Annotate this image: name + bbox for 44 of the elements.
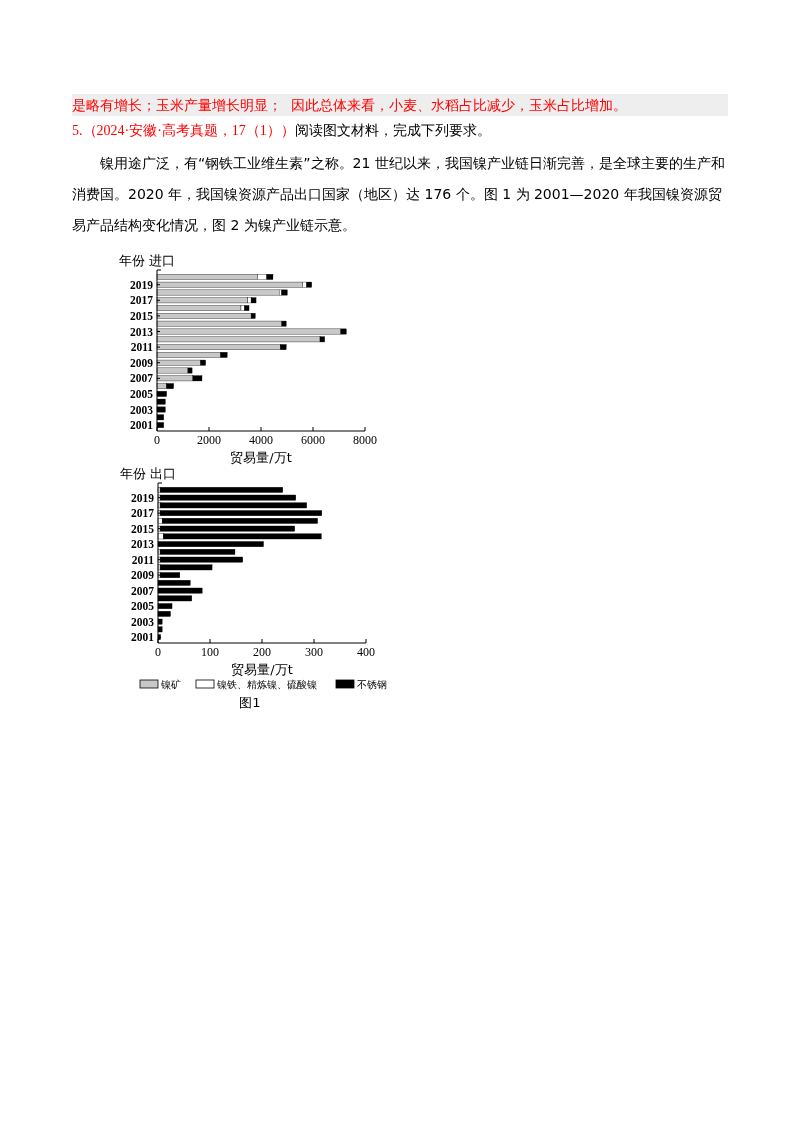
x-axis-title: 贸易量/万t <box>231 662 293 677</box>
y-axis-title: 年份 <box>120 466 146 481</box>
y-tick-label: 2019 <box>130 278 154 291</box>
x-tick-label: 6000 <box>301 433 325 447</box>
y-tick-label: 2003 <box>130 403 154 416</box>
y-tick-label: 2013 <box>130 325 154 338</box>
x-tick-label: 2000 <box>197 433 221 447</box>
legend-label: 不锈钢 <box>357 679 387 690</box>
x-tick-label: 100 <box>201 645 219 659</box>
y-tick-label: 2019 <box>131 491 155 504</box>
text: 5.（2024·安徽·高考真题，17（1）） <box>72 123 295 138</box>
text: 是略有增长；玉米产量增长明显； 因此总体来看，小麦、水稻占比减少，玉米占比增加。 <box>72 94 728 116</box>
chart-title: 出口 <box>150 466 176 481</box>
x-tick-label: 300 <box>305 645 323 659</box>
y-tick-label: 2009 <box>130 356 154 369</box>
x-tick-label: 0 <box>155 645 161 659</box>
legend-label: 镍矿 <box>160 679 181 690</box>
text: 镍用途广泛，有“钢铁工业维生素”之称。21 世纪以来，我国镍产业链日渐完善，是全球主要的生产和消费国。2020 年，我国镍资源产品出口国家（地区）达 176 个。图 1 为 2001—2020 年我国镍资源贸易产品结构变化情况，图 2 为镍产业链示意。 <box>72 154 726 235</box>
x-tick-label: 400 <box>357 645 375 659</box>
legend-label: 镍铁、精炼镍、硫酸镍 <box>216 679 317 690</box>
y-tick-label: 2015 <box>131 522 155 535</box>
y-axis-title: 年份 <box>119 253 145 268</box>
caption: 图1 <box>239 695 261 710</box>
y-tick-label: 2015 <box>130 309 154 322</box>
y-tick-label: 2009 <box>131 569 155 582</box>
y-tick-label: 2005 <box>131 600 155 613</box>
chart-title: 进口 <box>149 253 175 268</box>
x-tick-label: 200 <box>253 645 271 659</box>
y-tick-label: 2007 <box>130 372 154 385</box>
y-tick-label: 2017 <box>130 294 154 307</box>
y-tick-label: 2001 <box>131 631 155 644</box>
y-tick-label: 2003 <box>131 615 155 628</box>
x-tick-label: 8000 <box>353 433 377 447</box>
y-tick-label: 2005 <box>130 387 154 400</box>
y-tick-label: 2011 <box>130 341 154 354</box>
x-axis-title: 贸易量/万t <box>230 450 292 465</box>
y-tick-label: 2017 <box>131 507 155 520</box>
x-tick-label: 0 <box>154 433 160 447</box>
text: 阅读图文材料，完成下列要求。 <box>294 122 491 138</box>
y-tick-label: 2007 <box>131 584 155 597</box>
y-tick-label: 2013 <box>131 538 155 551</box>
x-tick-label: 4000 <box>249 433 273 447</box>
y-tick-label: 2011 <box>131 553 155 566</box>
y-tick-label: 2001 <box>130 419 154 432</box>
